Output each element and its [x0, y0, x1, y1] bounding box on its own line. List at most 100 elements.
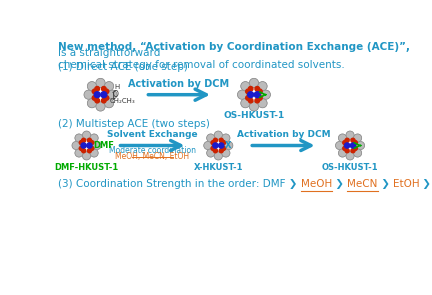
Circle shape: [258, 82, 267, 91]
Text: OS-HKUST-1: OS-HKUST-1: [322, 163, 378, 172]
Circle shape: [213, 149, 217, 153]
Text: (1) Direct ACE (one step): (1) Direct ACE (one step): [58, 62, 188, 72]
Circle shape: [213, 143, 218, 148]
Circle shape: [75, 149, 83, 157]
Circle shape: [338, 134, 346, 142]
Circle shape: [345, 138, 349, 142]
Circle shape: [351, 138, 355, 142]
Circle shape: [104, 89, 109, 94]
Circle shape: [254, 92, 260, 98]
Text: MeOH: MeOH: [301, 179, 332, 189]
Text: DMF: DMF: [93, 141, 114, 150]
Circle shape: [219, 143, 224, 148]
Circle shape: [81, 143, 86, 148]
Circle shape: [96, 102, 105, 111]
Circle shape: [345, 149, 349, 153]
Text: Activation by DCM: Activation by DCM: [237, 130, 330, 139]
Circle shape: [102, 86, 106, 91]
Text: (2) Multistep ACE (two steps): (2) Multistep ACE (two steps): [58, 119, 210, 129]
Text: MeOH, MeCN, EtOH: MeOH, MeCN, EtOH: [115, 153, 190, 161]
Circle shape: [79, 146, 83, 150]
Circle shape: [248, 86, 253, 91]
Circle shape: [246, 89, 250, 94]
Circle shape: [95, 98, 99, 103]
Text: X-HKUST-1: X-HKUST-1: [194, 163, 243, 172]
Circle shape: [257, 89, 262, 94]
Text: O: O: [113, 90, 119, 99]
Circle shape: [105, 99, 114, 108]
Circle shape: [206, 149, 215, 157]
Text: ❯❯ DCM: ❯❯ DCM: [419, 179, 432, 189]
Circle shape: [72, 142, 80, 150]
Circle shape: [87, 143, 92, 148]
Circle shape: [93, 142, 101, 150]
Circle shape: [90, 146, 94, 150]
Circle shape: [90, 149, 98, 157]
Circle shape: [238, 90, 247, 99]
Circle shape: [82, 138, 86, 142]
Text: MeCN: MeCN: [347, 179, 378, 189]
Text: Activation by DCM: Activation by DCM: [128, 79, 229, 89]
Circle shape: [346, 152, 354, 160]
Text: Solvent Exchange: Solvent Exchange: [107, 130, 198, 139]
Circle shape: [94, 92, 100, 98]
Circle shape: [214, 152, 222, 160]
Circle shape: [87, 138, 92, 142]
Circle shape: [213, 138, 217, 142]
Circle shape: [353, 146, 357, 150]
Text: H: H: [114, 84, 120, 90]
Circle shape: [255, 86, 260, 91]
Circle shape: [90, 134, 98, 142]
Circle shape: [87, 82, 96, 91]
Circle shape: [211, 141, 215, 145]
Circle shape: [353, 149, 362, 157]
Text: CH₂CH₃: CH₂CH₃: [110, 98, 135, 104]
Circle shape: [222, 141, 226, 145]
Circle shape: [82, 149, 86, 153]
Circle shape: [92, 89, 97, 94]
Text: New method, “Activation by Coordination Exchange (ACE)”,: New method, “Activation by Coordination …: [58, 42, 410, 52]
Circle shape: [95, 86, 99, 91]
Circle shape: [222, 146, 226, 150]
Circle shape: [356, 142, 365, 150]
Circle shape: [346, 131, 354, 139]
Text: DMF-HKUST-1: DMF-HKUST-1: [54, 163, 119, 172]
Circle shape: [249, 102, 259, 111]
Circle shape: [345, 143, 350, 148]
Text: ❯: ❯: [378, 179, 393, 189]
Circle shape: [90, 141, 94, 145]
Circle shape: [241, 99, 250, 108]
Circle shape: [246, 96, 250, 100]
Circle shape: [83, 152, 91, 160]
Circle shape: [75, 134, 83, 142]
Circle shape: [219, 138, 223, 142]
Text: (3) Coordination Strength in the order: DMF ❯: (3) Coordination Strength in the order: …: [58, 179, 301, 189]
Circle shape: [79, 141, 83, 145]
Circle shape: [241, 82, 250, 91]
Circle shape: [258, 99, 267, 108]
Circle shape: [350, 143, 356, 148]
Circle shape: [249, 78, 259, 88]
Text: Moderate coordination: Moderate coordination: [109, 146, 196, 155]
Circle shape: [338, 149, 346, 157]
Circle shape: [219, 149, 223, 153]
Circle shape: [225, 142, 233, 150]
Circle shape: [105, 82, 114, 91]
Circle shape: [343, 146, 347, 150]
Circle shape: [104, 96, 109, 100]
Circle shape: [222, 149, 230, 157]
Circle shape: [204, 142, 212, 150]
Circle shape: [101, 92, 107, 98]
Text: OS-HKUST-1: OS-HKUST-1: [223, 111, 285, 120]
Circle shape: [87, 149, 92, 153]
Circle shape: [84, 90, 93, 99]
Circle shape: [214, 131, 222, 139]
Circle shape: [92, 96, 97, 100]
Circle shape: [102, 98, 106, 103]
Circle shape: [108, 90, 117, 99]
Circle shape: [83, 131, 91, 139]
Text: ❯: ❯: [332, 179, 347, 189]
Circle shape: [206, 134, 215, 142]
Circle shape: [343, 141, 347, 145]
Circle shape: [248, 92, 254, 98]
